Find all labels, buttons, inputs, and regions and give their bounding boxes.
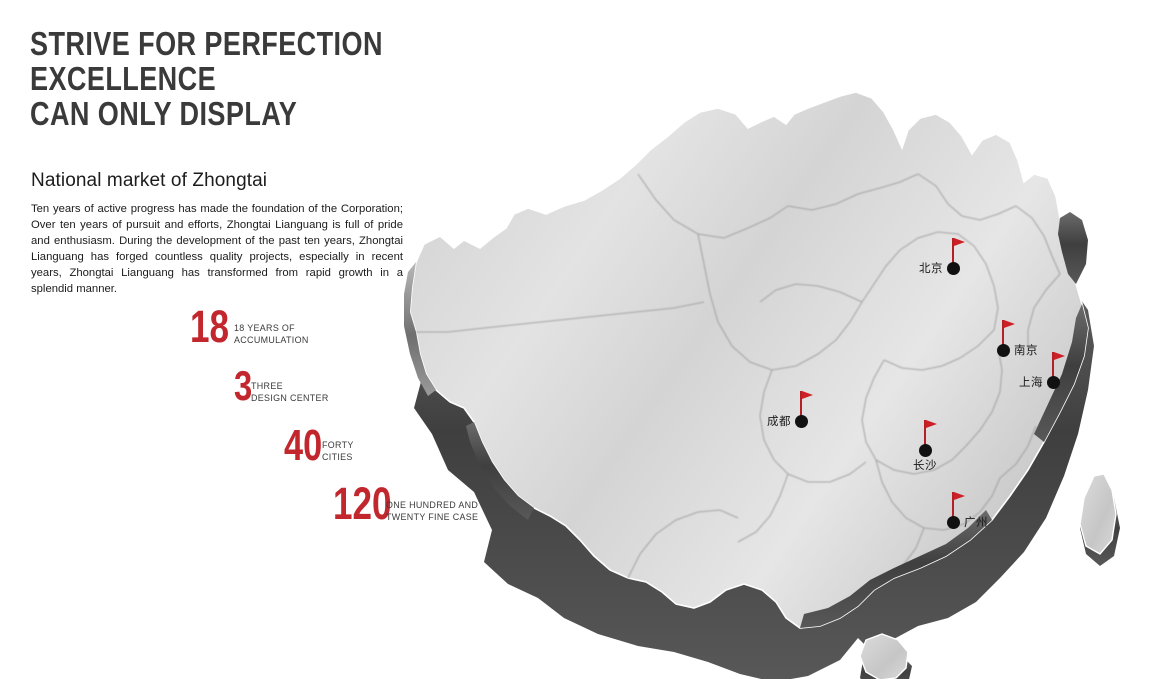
flag-icon xyxy=(1053,352,1065,360)
flag-icon xyxy=(953,238,965,246)
intro-paragraph: Ten years of active progress has made th… xyxy=(31,203,403,296)
stat-number: 3 xyxy=(234,362,253,409)
city-dot-icon xyxy=(946,261,960,275)
flag-icon xyxy=(953,492,965,500)
stat-label-line-1: 18 YEARS OF xyxy=(234,323,296,334)
city-dot-icon xyxy=(794,414,808,428)
stat-item-fine-case: 120 ONE HUNDRED AND TWENTY FINE CASE xyxy=(333,478,485,529)
city-label: 成都 xyxy=(767,414,791,428)
city-dot-icon xyxy=(946,515,960,529)
city-label: 长沙 xyxy=(913,458,937,472)
flag-icon xyxy=(925,420,937,428)
stat-number: 18 xyxy=(190,301,230,352)
flag-icon xyxy=(1003,320,1015,328)
china-map: 北京 南京 上海 成都 长沙 xyxy=(388,78,1170,679)
page-headline: STRIVE FOR PERFECTION EXCELLENCE CAN ONL… xyxy=(30,26,383,131)
stat-number: 120 xyxy=(333,478,392,529)
flag-pole-icon xyxy=(1002,320,1004,345)
stat-label-line-2: DESIGN CENTER xyxy=(251,392,329,404)
stat-label: THREE DESIGN CENTER xyxy=(251,381,329,404)
china-map-svg xyxy=(404,91,1120,679)
stat-item-cities: 40 FORTY CITIES xyxy=(284,421,356,470)
stat-item-design-center: 3 THREE DESIGN CENTER xyxy=(234,362,335,409)
stat-label-line-2: ACCUMULATION xyxy=(234,334,309,346)
stat-item-accumulation: 18 18 YEARS OF ACCUMULATION xyxy=(190,301,314,352)
flag-pole-icon xyxy=(952,238,954,263)
headline-line-1: STRIVE FOR PERFECTION xyxy=(30,25,383,62)
map-coastal-extrusion xyxy=(404,212,1088,628)
stat-number: 40 xyxy=(284,421,323,470)
stat-label-line-2: CITIES xyxy=(321,451,353,463)
city-label: 北京 xyxy=(919,261,943,275)
stat-label-line-1: ONE HUNDRED AND xyxy=(386,500,479,511)
province-borders xyxy=(416,173,1061,579)
stat-label: 18 YEARS OF ACCUMULATION xyxy=(234,323,309,346)
flag-icon xyxy=(801,391,813,399)
map-surface xyxy=(409,91,1089,629)
flag-pole-icon xyxy=(952,492,954,517)
stat-label-line-1: FORTY xyxy=(321,440,354,451)
hainan-island xyxy=(859,633,912,679)
city-dot-icon xyxy=(1046,375,1060,389)
city-label: 南京 xyxy=(1014,343,1038,357)
section-subtitle: National market of Zhongtai xyxy=(31,170,268,191)
flag-pole-icon xyxy=(924,420,926,445)
city-label: 上海 xyxy=(1019,375,1043,389)
stat-label: ONE HUNDRED AND TWENTY FINE CASE xyxy=(386,500,478,523)
stat-label-line-1: THREE xyxy=(251,381,284,392)
headline-line-2: EXCELLENCE xyxy=(30,60,217,97)
city-dot-icon xyxy=(996,343,1010,357)
city-label: 广州 xyxy=(964,515,988,529)
stat-label: FORTY CITIES xyxy=(322,440,354,463)
flag-pole-icon xyxy=(1052,352,1054,377)
stat-label-line-2: TWENTY FINE CASE xyxy=(386,511,479,523)
taiwan-island xyxy=(1079,473,1120,566)
flag-pole-icon xyxy=(800,391,802,416)
headline-line-3: CAN ONLY DISPLAY xyxy=(30,95,298,132)
city-dot-icon xyxy=(918,443,932,457)
